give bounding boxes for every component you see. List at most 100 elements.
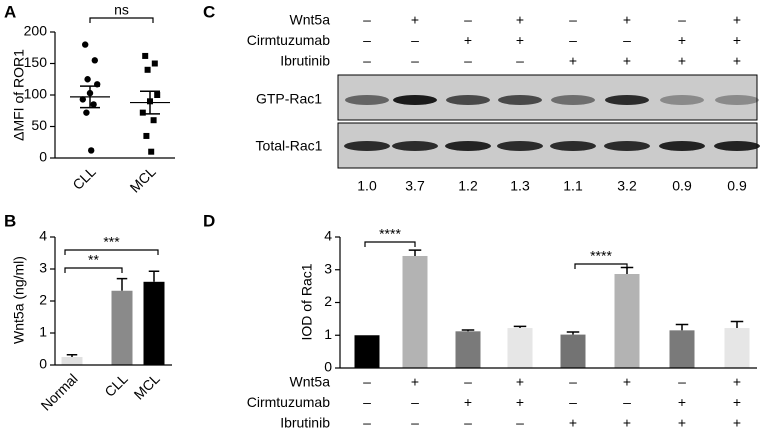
- treatment-sign: +: [678, 415, 686, 430]
- treatment-sign: –: [363, 12, 371, 28]
- treatment-label: Cirmtuzumab: [247, 32, 330, 48]
- error-bar: [513, 325, 527, 329]
- y-tick-label: 1: [324, 326, 332, 342]
- blot-band: [605, 95, 649, 105]
- treatment-sign: –: [411, 394, 419, 410]
- error-bar: [408, 249, 422, 256]
- error-bar: [116, 277, 128, 291]
- treatment-sign: –: [516, 415, 524, 430]
- treatment-sign: –: [363, 53, 371, 69]
- blot-band: [714, 141, 760, 151]
- treatment-sign: +: [516, 12, 524, 28]
- y-tick-label: 0: [39, 149, 47, 165]
- treatment-sign: –: [411, 53, 419, 69]
- y-tick-label: 2: [39, 292, 47, 308]
- significance-bracket: [364, 241, 416, 247]
- x-tick-label: Normal: [38, 370, 81, 413]
- treatment-sign: –: [363, 374, 371, 390]
- significance-label: **: [88, 252, 99, 268]
- treatment-sign: –: [363, 32, 371, 48]
- data-point: [79, 96, 87, 103]
- treatment-sign: +: [623, 53, 631, 69]
- panel-letter: A: [4, 2, 16, 21]
- sem-bar: [140, 90, 160, 115]
- blot-band: [660, 95, 704, 105]
- error-bar: [730, 320, 744, 329]
- significance-label: ns: [114, 2, 129, 18]
- y-tick-label: 200: [24, 23, 48, 39]
- significance-label: ****: [379, 226, 401, 242]
- blot-band: [344, 141, 390, 151]
- x-tick-label: MCL: [131, 370, 163, 402]
- treatment-sign: –: [464, 12, 472, 28]
- quantification: 0.9: [672, 178, 692, 194]
- treatment-label: Cirmtuzumab: [247, 394, 330, 410]
- treatment-sign: –: [464, 415, 472, 430]
- treatment-sign: +: [411, 12, 419, 28]
- bar: [143, 281, 165, 365]
- bar: [724, 328, 750, 368]
- data-point: [84, 76, 91, 83]
- treatment-label: Ibrutinib: [280, 53, 330, 69]
- treatment-sign: +: [678, 32, 686, 48]
- data-point: [142, 52, 149, 59]
- treatment-sign: –: [569, 394, 577, 410]
- blot-band: [345, 95, 389, 105]
- sem-bar: [80, 85, 100, 109]
- treatment-sign: +: [464, 32, 472, 48]
- treatment-sign: –: [411, 32, 419, 48]
- blot-band: [498, 95, 542, 105]
- y-tick-label: 3: [324, 260, 332, 276]
- treatment-sign: +: [516, 394, 524, 410]
- data-point: [90, 101, 97, 108]
- bar: [354, 335, 380, 368]
- band-label: Total-Rac1: [256, 138, 323, 154]
- data-point: [144, 66, 151, 73]
- y-tick-label: 0: [39, 356, 47, 372]
- data-point: [154, 92, 161, 98]
- data-point: [91, 57, 99, 64]
- blot-band: [715, 95, 759, 105]
- x-tick-label: CLL: [69, 163, 99, 193]
- treatment-sign: +: [733, 12, 741, 28]
- blot-band: [497, 141, 543, 151]
- blot-band: [392, 141, 438, 151]
- quantification: 1.0: [357, 178, 377, 194]
- treatment-sign: +: [623, 12, 631, 28]
- panel-letter: D: [203, 211, 215, 230]
- treatment-sign: +: [733, 32, 741, 48]
- treatment-sign: +: [678, 394, 686, 410]
- y-tick-label: 3: [39, 260, 47, 276]
- error-bar: [566, 331, 580, 335]
- treatment-sign: –: [411, 415, 419, 430]
- quantification: 3.2: [617, 178, 637, 194]
- data-point: [148, 148, 155, 155]
- y-axis-label: ΔMFI of ROR1: [11, 49, 27, 141]
- bar: [560, 334, 586, 368]
- treatment-sign: –: [363, 415, 371, 430]
- blot-band: [550, 141, 596, 151]
- x-tick-label: MCL: [127, 163, 159, 195]
- significance-bracket: [574, 263, 628, 269]
- treatment-sign: –: [464, 53, 472, 69]
- y-tick-label: 150: [24, 54, 48, 70]
- panel-letter: B: [4, 211, 16, 230]
- data-point: [83, 109, 90, 116]
- quantification: 1.1: [563, 178, 583, 194]
- treatment-sign: +: [569, 53, 577, 69]
- error-bar: [148, 270, 160, 282]
- treatment-sign: +: [411, 374, 419, 390]
- bar: [111, 290, 133, 365]
- treatment-sign: –: [623, 32, 631, 48]
- treatment-sign: –: [569, 12, 577, 28]
- y-axis-label: Wnt5a (ng/ml): [11, 256, 27, 344]
- blot-band: [604, 141, 650, 151]
- x-tick-label: CLL: [101, 370, 131, 400]
- data-point: [143, 132, 150, 139]
- blot-band: [445, 141, 491, 151]
- data-point: [88, 147, 95, 154]
- treatment-sign: –: [678, 374, 686, 390]
- blot-band: [659, 141, 705, 151]
- quantification: 1.2: [458, 178, 478, 194]
- treatment-label: Wnt5a: [290, 12, 331, 28]
